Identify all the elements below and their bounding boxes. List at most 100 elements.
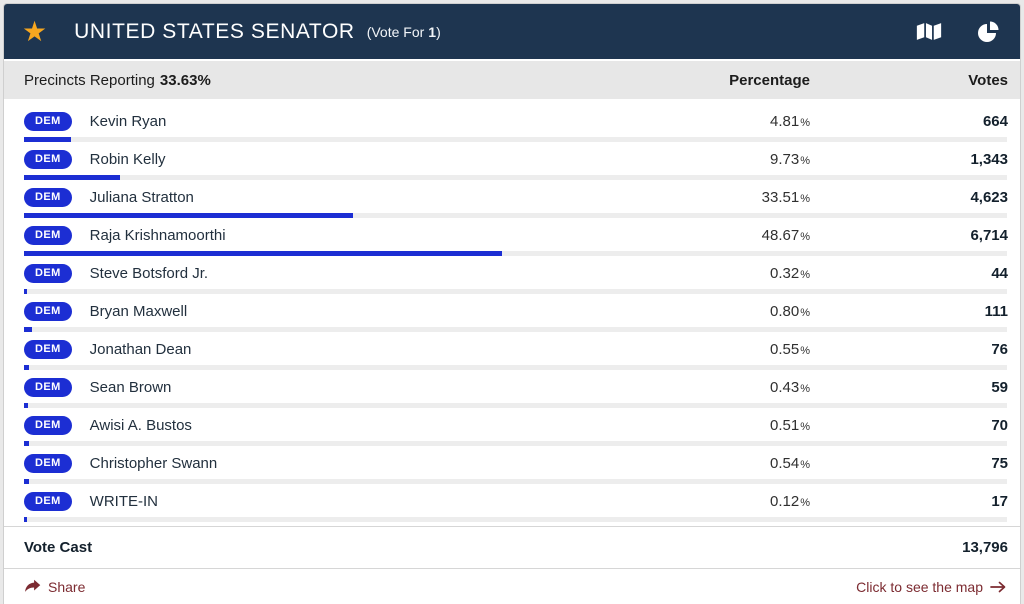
candidate-name: Christopher Swann [89, 455, 218, 472]
percent-symbol: % [800, 421, 810, 433]
result-bar-track [24, 251, 1007, 256]
party-badge: DEM [24, 112, 72, 131]
vote-cast-total: 13,796 [962, 539, 1008, 556]
percent-symbol: % [800, 459, 810, 471]
map-icon[interactable] [916, 22, 942, 42]
party-badge: DEM [24, 226, 72, 245]
vote-for-label: (Vote For 1) [367, 24, 441, 40]
candidate-row: DEM Jonathan Dean 0.55% 76 [4, 334, 1020, 372]
see-map-label: Click to see the map [856, 578, 983, 595]
votes-value: 1,343 [970, 151, 1008, 168]
percentage-column-header: Percentage [729, 71, 810, 89]
vote-for-number: 1 [428, 23, 437, 40]
party-badge: DEM [24, 340, 72, 359]
percent-symbol: % [800, 345, 810, 357]
contest-title: UNITED STATES SENATOR [74, 19, 355, 43]
result-bar-fill [24, 403, 29, 408]
share-icon [25, 579, 41, 592]
percentage-value: 0.51% [770, 417, 810, 434]
vote-cast-row: Vote Cast 13,796 [4, 526, 1020, 568]
candidate-row: DEM Awisi A. Bustos 0.51% 70 [4, 410, 1020, 448]
candidate-row: DEM Kevin Ryan 4.81% 664 [4, 106, 1020, 144]
votes-value: 76 [991, 341, 1008, 358]
candidate-name: Robin Kelly [89, 151, 166, 168]
candidate-row: DEM Christopher Swann 0.54% 75 [4, 448, 1020, 486]
candidate-name: WRITE-IN [89, 493, 158, 510]
precincts-reporting-value: 33.63% [159, 71, 211, 89]
candidate-row: DEM Steve Botsford Jr. 0.32% 44 [4, 258, 1020, 296]
party-badge: DEM [24, 492, 72, 511]
result-bar-track [24, 175, 1007, 180]
result-bar-track [24, 479, 1007, 484]
candidate-name: Steve Botsford Jr. [89, 265, 209, 282]
party-badge: DEM [24, 454, 72, 473]
percent-symbol: % [800, 193, 810, 205]
percent-symbol: % [800, 497, 810, 509]
precincts-reporting-label: Precincts Reporting [24, 71, 155, 89]
percentage-number: 0.43 [770, 379, 800, 396]
votes-value: 70 [991, 417, 1008, 434]
percentage-value: 48.67% [762, 227, 810, 244]
candidate-row: DEM Sean Brown 0.43% 59 [4, 372, 1020, 410]
result-bar-track [24, 517, 1007, 522]
party-badge: DEM [24, 378, 72, 397]
result-bar-fill [24, 441, 29, 446]
party-badge: DEM [24, 416, 72, 435]
votes-value: 75 [991, 455, 1008, 472]
candidate-row: DEM Raja Krishnamoorthi 48.67% 6,714 [4, 220, 1020, 258]
percent-symbol: % [800, 383, 810, 395]
result-bar-track [24, 365, 1007, 370]
candidate-name: Juliana Stratton [89, 189, 194, 206]
percentage-number: 48.67 [761, 227, 800, 244]
candidate-name: Awisi A. Bustos [89, 417, 192, 434]
result-bar-track [24, 137, 1007, 142]
percentage-number: 4.81 [770, 113, 800, 130]
party-badge: DEM [24, 264, 72, 283]
party-badge: DEM [24, 150, 72, 169]
share-button[interactable]: Share [24, 579, 85, 595]
percentage-number: 0.54 [770, 455, 800, 472]
result-bar-fill [24, 479, 30, 484]
share-label: Share [48, 578, 86, 595]
votes-value: 17 [991, 493, 1008, 510]
percentage-value: 0.32% [770, 265, 810, 282]
percentage-number: 0.12 [770, 493, 800, 510]
candidate-row: DEM Bryan Maxwell 0.80% 111 [4, 296, 1020, 334]
percentage-number: 0.32 [770, 265, 800, 282]
vote-for-close: ) [436, 23, 441, 40]
contest-card: ★ UNITED STATES SENATOR (Vote For 1) Prec… [3, 3, 1021, 604]
percent-symbol: % [800, 117, 810, 129]
votes-value: 4,623 [970, 189, 1008, 206]
result-bar-track [24, 403, 1007, 408]
result-bar-track [24, 441, 1007, 446]
percentage-value: 0.12% [770, 493, 810, 510]
result-bar-fill [24, 365, 30, 370]
percentage-number: 33.51 [761, 189, 800, 206]
candidate-row: DEM Juliana Stratton 33.51% 4,623 [4, 182, 1020, 220]
vote-for-open: (Vote For [366, 23, 425, 40]
contest-header: ★ UNITED STATES SENATOR (Vote For 1) [4, 4, 1020, 59]
result-bar-fill [24, 289, 28, 294]
votes-value: 59 [991, 379, 1008, 396]
card-footer: Share Click to see the map [4, 568, 1020, 604]
candidate-list: DEM Kevin Ryan 4.81% 664 DEM Robin Kelly… [4, 106, 1020, 524]
candidate-name: Kevin Ryan [89, 113, 167, 130]
see-map-link[interactable]: Click to see the map [856, 579, 1006, 595]
percentage-value: 0.80% [770, 303, 810, 320]
pie-chart-icon[interactable] [976, 20, 1000, 44]
percent-symbol: % [800, 155, 810, 167]
votes-value: 6,714 [970, 227, 1008, 244]
votes-column-header: Votes [968, 71, 1008, 89]
candidate-name: Raja Krishnamoorthi [89, 227, 226, 244]
percent-symbol: % [800, 231, 810, 243]
result-bar-track [24, 327, 1007, 332]
votes-value: 664 [982, 113, 1008, 130]
percent-symbol: % [800, 269, 810, 281]
result-bar-fill [24, 251, 503, 256]
percentage-value: 0.55% [770, 341, 810, 358]
result-bar-fill [24, 175, 120, 180]
percentage-value: 0.54% [770, 455, 810, 472]
result-bar-track [24, 213, 1007, 218]
candidate-name: Jonathan Dean [89, 341, 192, 358]
party-badge: DEM [24, 302, 72, 321]
